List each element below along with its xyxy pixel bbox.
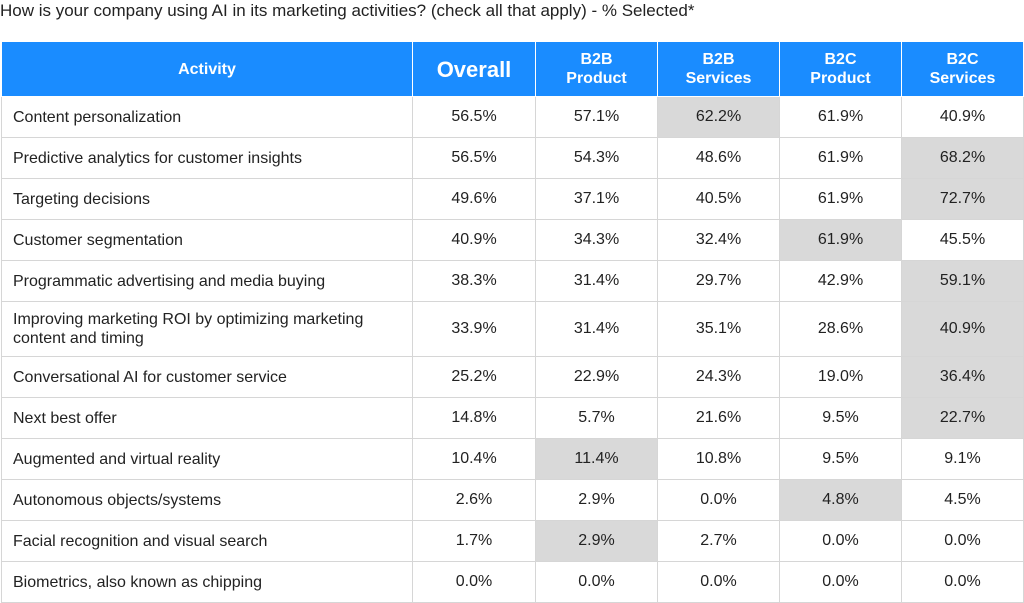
value-cell-b2c-product: 4.8% — [779, 479, 902, 521]
value-cell-b2b-product: 37.1% — [535, 178, 658, 220]
activity-cell: Content personalization — [1, 96, 413, 138]
table-row: Targeting decisions 49.6% 37.1% 40.5% 61.9% 7… — [1, 178, 1024, 220]
column-header-b2b-product: B2B Product — [535, 41, 658, 97]
value-cell-b2b-product: 31.4% — [535, 301, 658, 357]
value-cell-b2c-product: 61.9% — [779, 137, 902, 179]
column-header-overall: Overall — [412, 41, 536, 97]
activity-cell: Biometrics, also known as chipping — [1, 561, 413, 603]
activity-cell: Augmented and virtual reality — [1, 438, 413, 480]
table-row: Autonomous objects/systems 2.6% 2.9% 0.0% 4.… — [1, 479, 1024, 521]
value-cell-b2b-services: 10.8% — [657, 438, 780, 480]
value-cell-overall: 56.5% — [412, 96, 536, 138]
value-cell-b2c-product: 42.9% — [779, 260, 902, 302]
value-cell-b2c-product: 0.0% — [779, 520, 902, 562]
value-cell-b2b-product: 54.3% — [535, 137, 658, 179]
activity-cell: Facial recognition and visual search — [1, 520, 413, 562]
value-cell-b2b-product: 11.4% — [535, 438, 658, 480]
chart-title: How is your company using AI in its mark… — [0, 1, 695, 20]
value-cell-b2b-product: 34.3% — [535, 219, 658, 261]
value-cell-overall: 38.3% — [412, 260, 536, 302]
column-header-b2b-services: B2B Services — [657, 41, 780, 97]
table-row: Customer segmentation 40.9% 34.3% 32.4% 61.9… — [1, 219, 1024, 261]
value-cell-b2b-product: 57.1% — [535, 96, 658, 138]
table-row: Predictive analytics for customer insigh… — [1, 137, 1024, 179]
column-header-b2c-services: B2C Services — [901, 41, 1024, 97]
value-cell-overall: 25.2% — [412, 356, 536, 398]
table-row: Next best offer 14.8% 5.7% 21.6% 9.5% 22.7% — [1, 397, 1024, 439]
value-cell-b2c-product: 61.9% — [779, 219, 902, 261]
value-cell-b2b-services: 2.7% — [657, 520, 780, 562]
value-cell-b2c-product: 61.9% — [779, 96, 902, 138]
table-row: Improving marketing ROI by optimizing ma… — [1, 301, 1024, 357]
value-cell-overall: 49.6% — [412, 178, 536, 220]
value-cell-b2b-services: 29.7% — [657, 260, 780, 302]
value-cell-b2b-services: 48.6% — [657, 137, 780, 179]
value-cell-b2b-services: 40.5% — [657, 178, 780, 220]
value-cell-b2b-services: 24.3% — [657, 356, 780, 398]
value-cell-b2b-services: 21.6% — [657, 397, 780, 439]
value-cell-b2c-services: 72.7% — [901, 178, 1024, 220]
activity-cell: Predictive analytics for customer insigh… — [1, 137, 413, 179]
value-cell-overall: 14.8% — [412, 397, 536, 439]
value-cell-b2c-product: 9.5% — [779, 438, 902, 480]
value-cell-b2c-product: 28.6% — [779, 301, 902, 357]
table-row: Conversational AI for customer service 25… — [1, 356, 1024, 398]
value-cell-b2b-services: 0.0% — [657, 561, 780, 603]
table-body: Content personalization 56.5% 57.1% 62.2% 61… — [1, 96, 1024, 603]
column-header-b2c-product: B2C Product — [779, 41, 902, 97]
value-cell-b2c-services: 0.0% — [901, 561, 1024, 603]
value-cell-b2b-product: 31.4% — [535, 260, 658, 302]
table-row: Facial recognition and visual search 1.7%… — [1, 520, 1024, 562]
value-cell-overall: 56.5% — [412, 137, 536, 179]
value-cell-b2b-services: 62.2% — [657, 96, 780, 138]
column-header-activity: Activity — [1, 41, 413, 97]
value-cell-b2c-product: 9.5% — [779, 397, 902, 439]
value-cell-overall: 40.9% — [412, 219, 536, 261]
table-row: Augmented and virtual reality 10.4% 11.4% 1… — [1, 438, 1024, 480]
activity-cell: Autonomous objects/systems — [1, 479, 413, 521]
value-cell-b2c-product: 61.9% — [779, 178, 902, 220]
activity-cell: Next best offer — [1, 397, 413, 439]
value-cell-b2c-services: 4.5% — [901, 479, 1024, 521]
value-cell-b2b-product: 5.7% — [535, 397, 658, 439]
table-row: Content personalization 56.5% 57.1% 62.2% 61… — [1, 96, 1024, 138]
activity-cell: Customer segmentation — [1, 219, 413, 261]
value-cell-b2c-services: 0.0% — [901, 520, 1024, 562]
value-cell-b2c-services: 45.5% — [901, 219, 1024, 261]
value-cell-b2b-services: 0.0% — [657, 479, 780, 521]
value-cell-b2c-product: 19.0% — [779, 356, 902, 398]
value-cell-b2b-product: 2.9% — [535, 520, 658, 562]
value-cell-overall: 0.0% — [412, 561, 536, 603]
value-cell-b2c-product: 0.0% — [779, 561, 902, 603]
value-cell-b2b-product: 2.9% — [535, 479, 658, 521]
activity-cell: Conversational AI for customer service — [1, 356, 413, 398]
value-cell-b2b-product: 22.9% — [535, 356, 658, 398]
results-table: Activity Overall B2B Product B2B Services B2C P… — [1, 41, 1024, 603]
table-row: Programmatic advertising and media buyin… — [1, 260, 1024, 302]
value-cell-overall: 33.9% — [412, 301, 536, 357]
value-cell-b2c-services: 9.1% — [901, 438, 1024, 480]
value-cell-b2b-services: 32.4% — [657, 219, 780, 261]
value-cell-overall: 10.4% — [412, 438, 536, 480]
value-cell-b2c-services: 40.9% — [901, 96, 1024, 138]
value-cell-overall: 1.7% — [412, 520, 536, 562]
value-cell-b2b-product: 0.0% — [535, 561, 658, 603]
value-cell-b2c-services: 40.9% — [901, 301, 1024, 357]
value-cell-b2c-services: 59.1% — [901, 260, 1024, 302]
value-cell-b2c-services: 36.4% — [901, 356, 1024, 398]
value-cell-overall: 2.6% — [412, 479, 536, 521]
activity-cell: Improving marketing ROI by optimizing ma… — [1, 301, 413, 357]
header-row: Activity Overall B2B Product B2B Services B2C P… — [1, 41, 1024, 97]
activity-cell: Programmatic advertising and media buyin… — [1, 260, 413, 302]
value-cell-b2b-services: 35.1% — [657, 301, 780, 357]
value-cell-b2c-services: 68.2% — [901, 137, 1024, 179]
table-row: Biometrics, also known as chipping 0.0% 0.… — [1, 561, 1024, 603]
value-cell-b2c-services: 22.7% — [901, 397, 1024, 439]
activity-cell: Targeting decisions — [1, 178, 413, 220]
